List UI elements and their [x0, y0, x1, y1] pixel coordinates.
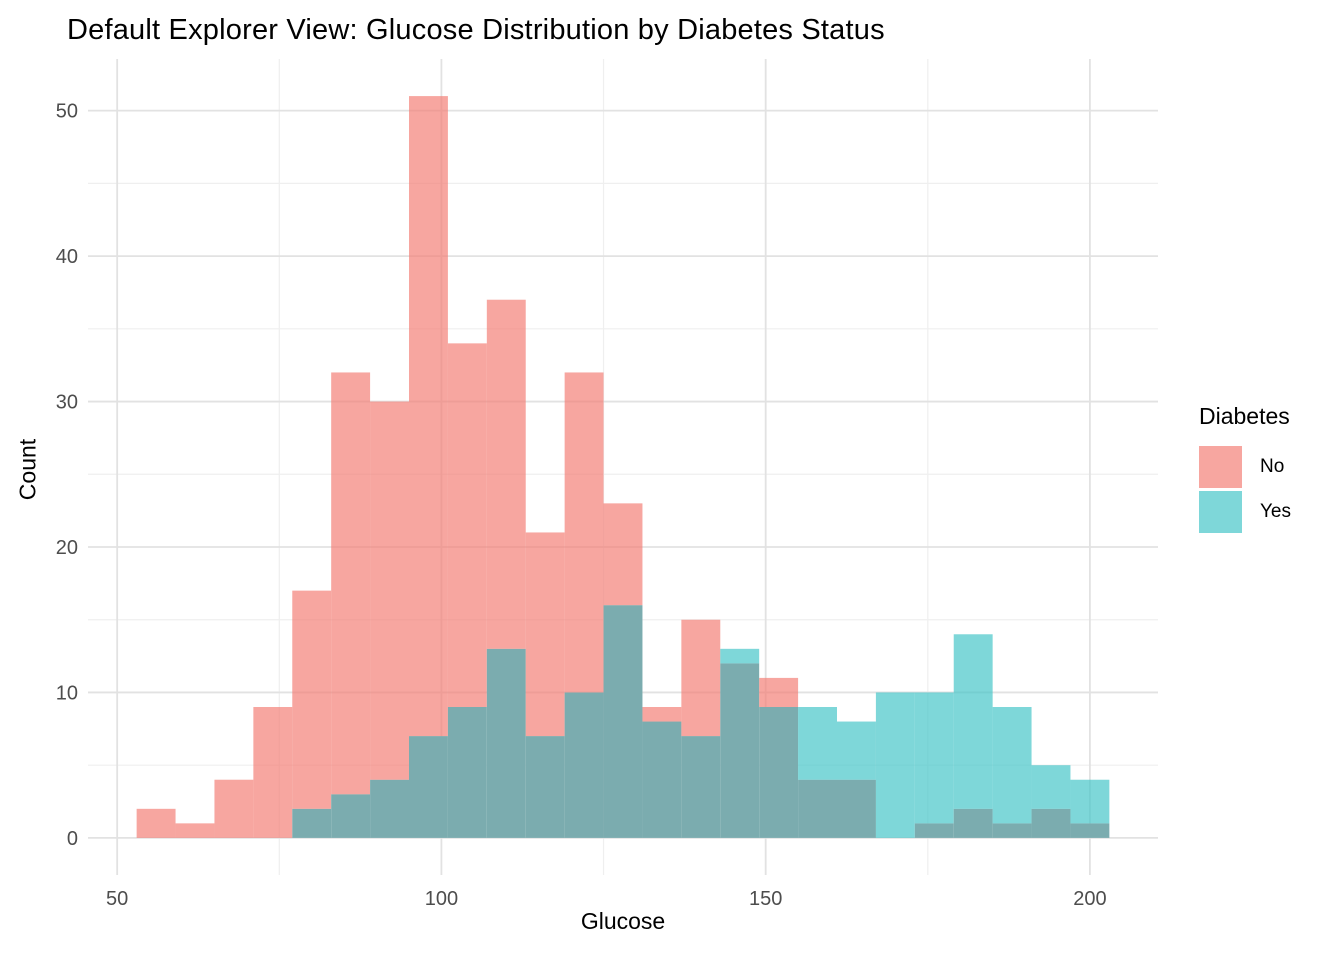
y-axis-title: Count	[14, 438, 41, 501]
legend-swatch-no	[1199, 446, 1242, 488]
svg-text:200: 200	[1073, 888, 1106, 910]
svg-text:100: 100	[425, 888, 458, 910]
legend-label-no: No	[1260, 456, 1285, 477]
legend-item-yes: Yes	[1199, 491, 1291, 533]
legend: Diabetes No Yes	[1199, 403, 1291, 536]
svg-text:50: 50	[56, 101, 78, 123]
legend-title: Diabetes	[1199, 403, 1290, 429]
x-axis-title: Glucose	[580, 908, 666, 934]
legend-swatch-yes	[1199, 491, 1242, 533]
svg-text:10: 10	[56, 682, 78, 704]
svg-text:20: 20	[56, 537, 78, 559]
plot-title: Default Explorer View: Glucose Distribut…	[67, 14, 885, 46]
svg-text:0: 0	[67, 828, 78, 850]
svg-text:50: 50	[106, 888, 128, 910]
svg-text:30: 30	[56, 392, 78, 414]
legend-label-yes: Yes	[1260, 501, 1291, 522]
svg-text:150: 150	[749, 888, 782, 910]
svg-text:40: 40	[56, 246, 78, 268]
legend-item-no: No	[1199, 446, 1291, 488]
